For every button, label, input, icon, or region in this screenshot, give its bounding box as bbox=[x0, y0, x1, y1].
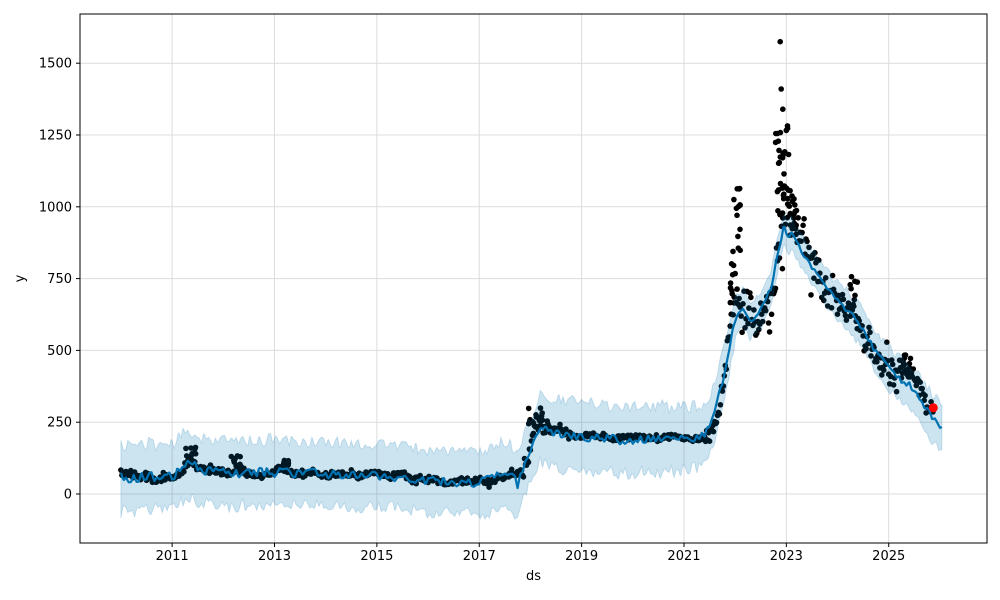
x-tick-label: 2015 bbox=[360, 549, 393, 564]
y-tick-label: 1250 bbox=[39, 128, 72, 143]
x-tick-label: 2013 bbox=[258, 549, 291, 564]
y-tick-label: 250 bbox=[47, 416, 72, 431]
x-axis-ticks: 2011 2013 2015 2017 2019 2021 2023 2025 bbox=[156, 543, 905, 564]
y-axis-ticks: 0 250 500 750 1000 1250 1500 bbox=[39, 57, 80, 503]
y-tick-label: 0 bbox=[64, 488, 72, 503]
y-tick-label: 500 bbox=[47, 344, 72, 359]
y-tick-label: 750 bbox=[47, 272, 72, 287]
y-tick-label: 1500 bbox=[39, 57, 72, 72]
y-axis-label: y bbox=[13, 274, 28, 283]
x-tick-label: 2023 bbox=[770, 549, 803, 564]
forecast-line bbox=[119, 225, 943, 490]
outlier-and-cluster-points bbox=[183, 38, 914, 468]
grid bbox=[80, 14, 987, 543]
y-tick-label: 1000 bbox=[39, 200, 72, 215]
x-tick-label: 2017 bbox=[463, 549, 496, 564]
x-axis-label: ds bbox=[525, 569, 542, 584]
x-tick-label: 2011 bbox=[156, 549, 189, 564]
x-tick-label: 2025 bbox=[872, 549, 905, 564]
x-tick-label: 2021 bbox=[667, 549, 700, 564]
uncertainty-interval bbox=[120, 213, 943, 520]
latest-point-highlight bbox=[928, 403, 938, 413]
x-tick-label: 2019 bbox=[565, 549, 598, 564]
